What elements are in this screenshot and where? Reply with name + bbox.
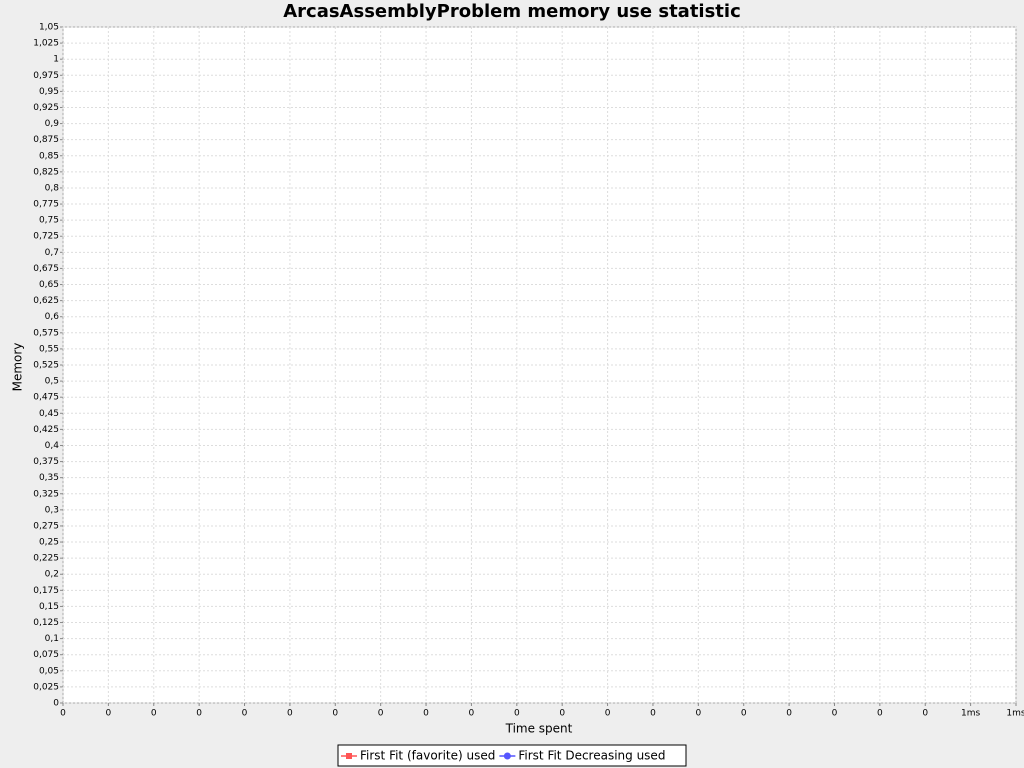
y-tick-label: 0,25 [39, 538, 59, 548]
y-tick-label: 0,475 [33, 393, 59, 403]
y-tick-label: 0,55 [39, 344, 59, 354]
y-axis-label: Memory [11, 343, 25, 392]
y-tick-label: 0,3 [45, 505, 59, 515]
x-tick-label: 0 [196, 709, 202, 719]
x-tick-label: 1ms [961, 709, 980, 719]
y-tick-label: 0,7 [45, 248, 59, 258]
y-tick-label: 0,175 [33, 586, 59, 596]
x-tick-label: 0 [514, 709, 520, 719]
x-tick-label: 0 [106, 709, 112, 719]
y-tick-label: 0,375 [33, 457, 59, 467]
x-tick-label: 0 [650, 709, 656, 719]
x-tick-label: 0 [469, 709, 475, 719]
y-tick-label: 0,2 [45, 570, 59, 580]
x-tick-label: 0 [832, 709, 838, 719]
x-tick-label: 1ms [1006, 709, 1024, 719]
x-tick-label: 0 [605, 709, 611, 719]
y-tick-label: 0,275 [33, 521, 59, 531]
legend-label: First Fit (favorite) used [360, 749, 495, 763]
chart-title: ArcasAssemblyProblem memory use statisti… [283, 1, 741, 22]
y-tick-label: 0,15 [39, 602, 59, 612]
y-tick-label: 0,4 [45, 441, 60, 451]
x-tick-label: 0 [559, 709, 565, 719]
y-tick-label: 0,95 [39, 87, 59, 97]
y-tick-label: 0,65 [39, 280, 59, 290]
y-tick-label: 0,6 [45, 312, 60, 322]
x-tick-label: 0 [378, 709, 384, 719]
y-tick-label: 0,825 [33, 167, 59, 177]
y-tick-label: 0,35 [39, 473, 59, 483]
y-tick-label: 0,025 [33, 682, 59, 692]
x-tick-label: 0 [332, 709, 338, 719]
y-tick-label: 1,05 [39, 23, 59, 33]
y-tick-label: 0 [53, 699, 59, 709]
y-tick-label: 0,975 [33, 71, 59, 81]
y-tick-label: 0,075 [33, 650, 59, 660]
y-tick-label: 0,575 [33, 328, 59, 338]
y-tick-label: 0,9 [45, 119, 60, 129]
x-tick-label: 0 [741, 709, 747, 719]
y-tick-label: 0,675 [33, 264, 59, 274]
y-tick-label: 0,75 [39, 216, 59, 226]
y-tick-label: 1,025 [33, 39, 59, 49]
y-tick-label: 0,125 [33, 618, 59, 628]
y-tick-label: 0,5 [45, 377, 59, 387]
x-tick-label: 0 [922, 709, 928, 719]
legend-label: First Fit Decreasing used [518, 749, 665, 763]
x-tick-label: 0 [423, 709, 429, 719]
y-tick-label: 0,925 [33, 103, 59, 113]
x-tick-label: 0 [695, 709, 701, 719]
y-tick-label: 0,8 [45, 183, 60, 193]
y-tick-label: 1 [53, 55, 59, 65]
x-tick-label: 0 [287, 709, 293, 719]
y-tick-label: 0,775 [33, 200, 59, 210]
y-tick-label: 0,325 [33, 489, 59, 499]
legend-marker [346, 753, 352, 759]
y-tick-label: 0,875 [33, 135, 59, 145]
y-tick-label: 0,725 [33, 232, 59, 242]
x-tick-label: 0 [242, 709, 248, 719]
x-tick-label: 0 [60, 709, 66, 719]
y-tick-label: 0,45 [39, 409, 59, 419]
x-tick-label: 0 [151, 709, 157, 719]
y-tick-label: 0,85 [39, 151, 59, 161]
y-tick-label: 0,1 [45, 634, 59, 644]
y-tick-label: 0,625 [33, 296, 59, 306]
y-tick-label: 0,225 [33, 554, 59, 564]
legend-marker [503, 752, 511, 760]
x-tick-label: 0 [877, 709, 883, 719]
x-axis-label: Time spent [505, 722, 573, 736]
y-tick-label: 0,05 [39, 666, 59, 676]
y-tick-label: 0,525 [33, 361, 59, 371]
y-tick-label: 0,425 [33, 425, 59, 435]
x-tick-label: 0 [786, 709, 792, 719]
